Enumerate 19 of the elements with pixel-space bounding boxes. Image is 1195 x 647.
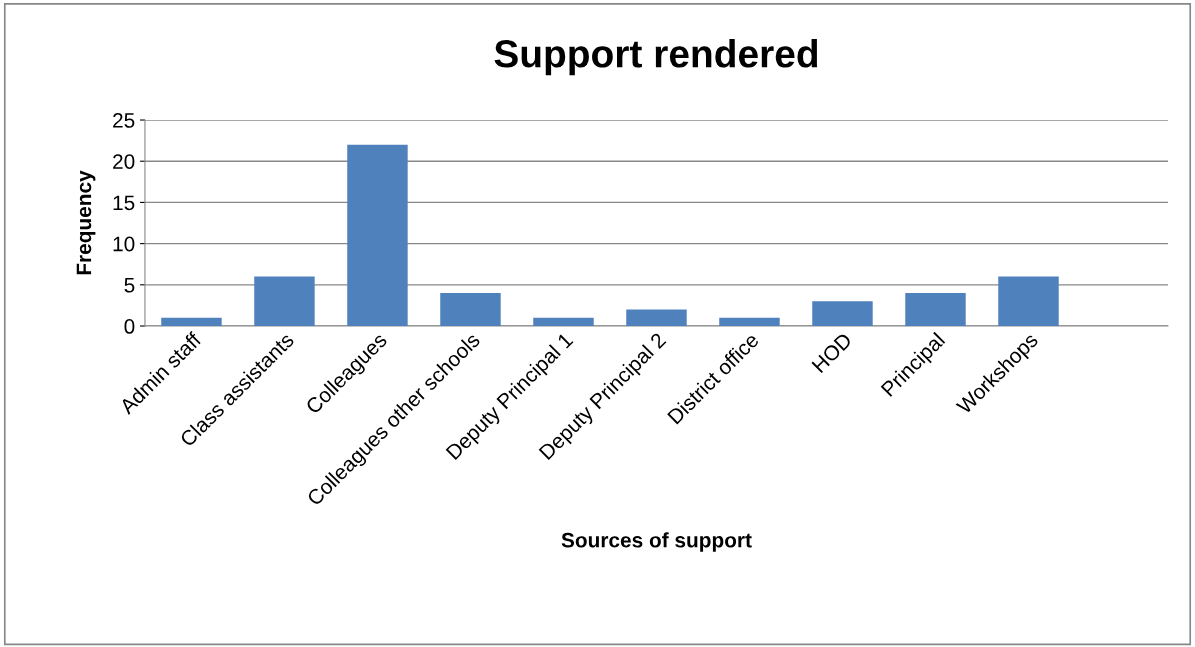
chart-title: Support rendered [494, 39, 818, 76]
bar [812, 301, 873, 327]
y-tick-label: 15 [113, 195, 135, 211]
x-axis-title: Sources of support [561, 532, 752, 552]
y-axis-title: Frequency [76, 170, 96, 275]
y-tick-label: 25 [113, 113, 135, 128]
bar [719, 317, 780, 327]
bar [440, 293, 501, 327]
bar [905, 293, 966, 327]
bar [161, 317, 222, 327]
y-tick-label: 0 [124, 319, 135, 334]
bar [347, 144, 408, 327]
bar [998, 276, 1059, 327]
bar [254, 276, 315, 327]
bar [626, 309, 687, 327]
bar [533, 317, 594, 327]
y-tick-label: 10 [113, 236, 135, 252]
y-tick-label: 20 [113, 154, 135, 169]
y-tick-label: 5 [124, 278, 135, 293]
